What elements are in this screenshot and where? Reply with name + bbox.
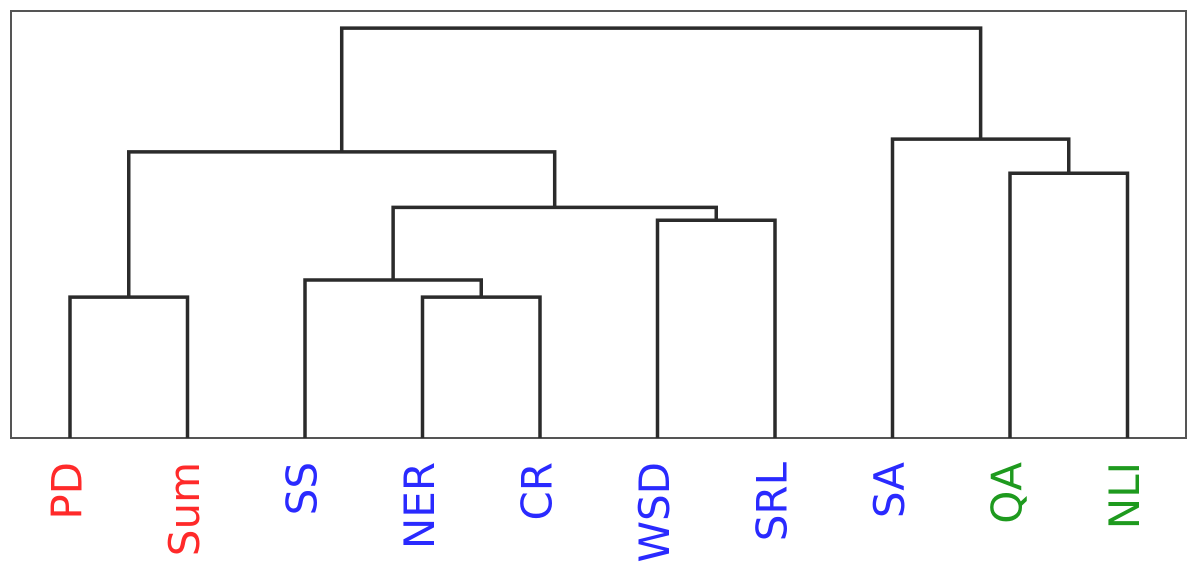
- dendrogram-link-n7: [1008, 171, 1130, 438]
- dendrogram-link-n8: [890, 137, 1071, 438]
- leaf-label-nli: NLI: [1100, 462, 1149, 529]
- leaf-label-ss: SS: [278, 462, 327, 515]
- leaf-label-srl: SRL: [748, 461, 797, 541]
- leaf-label-pd: PD: [43, 462, 92, 520]
- dendrogram-link-n5: [391, 205, 718, 281]
- leaf-labels: PD Sum SS NER CR WSD SRL SA QA NLI: [43, 461, 1150, 562]
- leaf-label-qa: QA: [983, 462, 1032, 524]
- leaf-label-sum: Sum: [160, 462, 209, 556]
- plot-frame: [10, 10, 1187, 439]
- dendrogram-link-n3: [303, 278, 483, 438]
- dendrogram-links: [68, 26, 1130, 438]
- dendrogram-link-n4: [655, 218, 777, 438]
- leaf-label-wsd: WSD: [630, 462, 679, 563]
- leaf-label-sa: SA: [865, 462, 914, 518]
- leaf-label-cr: CR: [513, 462, 562, 521]
- dendrogram-link-n2: [420, 295, 542, 438]
- leaf-label-ner: NER: [395, 462, 444, 549]
- dendrogram-link-n9: [339, 26, 983, 152]
- dendrogram-link-n6: [127, 150, 557, 298]
- dendrogram-link-n1: [68, 295, 190, 438]
